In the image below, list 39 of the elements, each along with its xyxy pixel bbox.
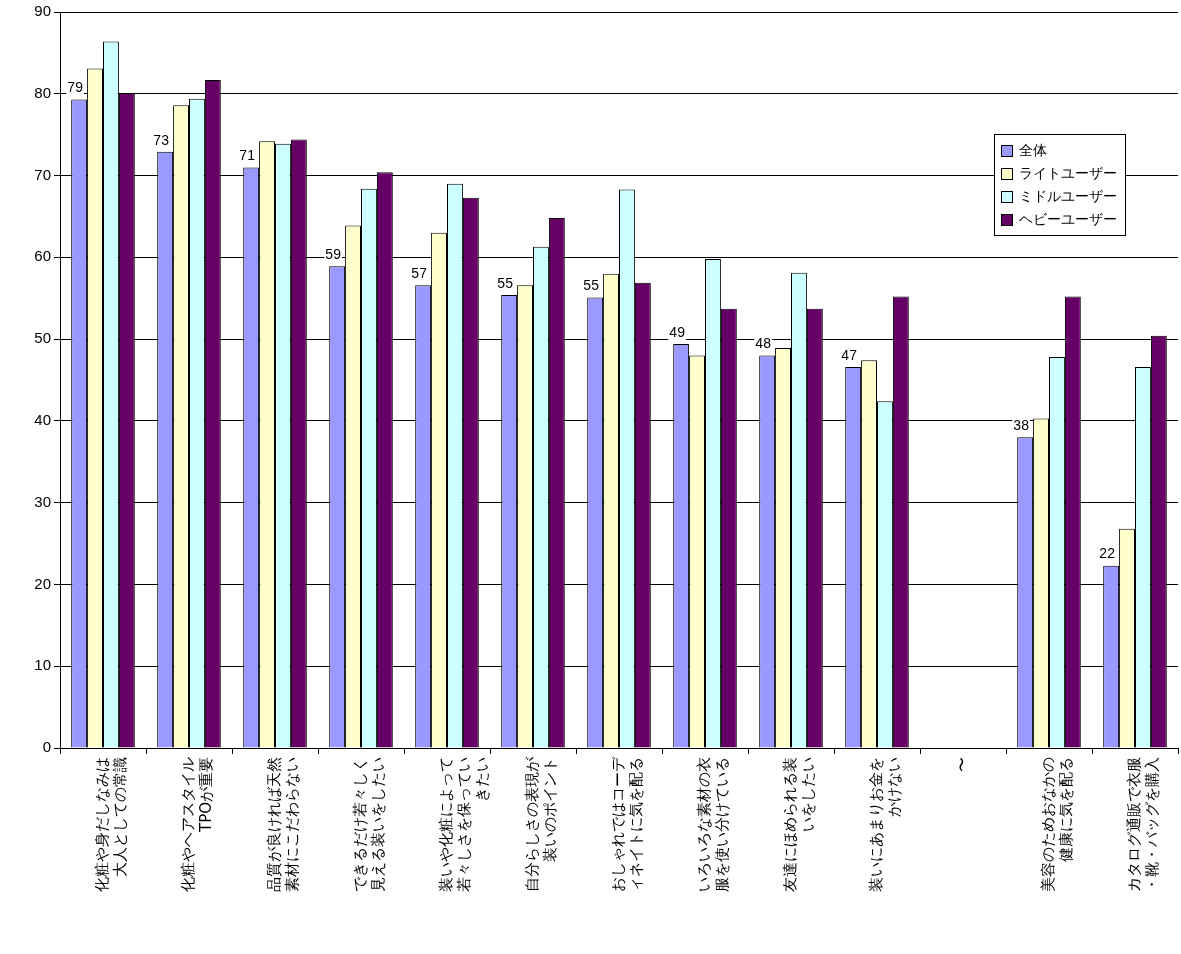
data-label: 71 [239, 147, 256, 164]
x-tick-label: 化粧やヘアスタイルTPOが重要 [178, 757, 215, 892]
y-tick-label: 40 [34, 411, 51, 429]
data-label: 38 [1013, 417, 1030, 434]
data-label: 59 [325, 246, 342, 263]
legend-label: ミドルユーザー [1019, 187, 1117, 206]
y-tick-label: 10 [34, 656, 51, 674]
y-tick-label: 80 [34, 83, 51, 101]
x-tick-label: おしゃれではコーディネイトに気を配る [608, 756, 645, 892]
data-label: 47 [841, 346, 858, 363]
y-tick-label: 60 [34, 247, 51, 265]
data-label: 79 [67, 79, 84, 96]
x-tick-label: いろいろな素材の衣服を使い分けている [694, 757, 731, 892]
legend-label: 全体 [1019, 141, 1047, 160]
x-tick-label: 〜 [952, 757, 971, 772]
x-tick-label: 品質が良ければ天然素材にこだわらない [264, 757, 301, 892]
x-tick-label: 装いや化粧によって若々しさを保っていきたい [436, 757, 491, 892]
x-tick-label: 友達にほめられる装いをしたい [780, 757, 817, 892]
y-tick-label: 90 [34, 2, 51, 20]
y-tick-label: 20 [34, 574, 51, 592]
data-label: 57 [411, 265, 428, 281]
data-label: 22 [1099, 545, 1116, 562]
x-tick-label: カタログ通販で衣服・靴・バッグを購入 [1124, 757, 1161, 892]
x-tick-label: 装いにあまりお金をかけない [866, 757, 903, 892]
y-tick-label: 70 [34, 165, 51, 183]
x-tick-label: 化粧や身だしなみは大人としての常識 [92, 757, 129, 892]
x-tick-label: できるだけ若々しく見える装いをしたい [350, 757, 387, 892]
data-label: 48 [755, 335, 772, 352]
y-tick-label: 30 [34, 492, 51, 510]
data-label: 73 [153, 131, 170, 148]
x-tick-label: 自分らしさの表現が装いのポイント [522, 756, 559, 892]
legend-label: ライトユーザー [1019, 164, 1117, 183]
data-label: 55 [497, 274, 514, 291]
legend-label: ヘビーユーザー [1019, 210, 1117, 229]
y-tick-label: 0 [42, 738, 51, 756]
data-label: 49 [669, 323, 686, 340]
y-tick-label: 50 [34, 329, 51, 347]
x-tick-label: 美容のためおなかの健康に気を配る [1038, 757, 1075, 892]
data-label: 55 [583, 277, 600, 294]
